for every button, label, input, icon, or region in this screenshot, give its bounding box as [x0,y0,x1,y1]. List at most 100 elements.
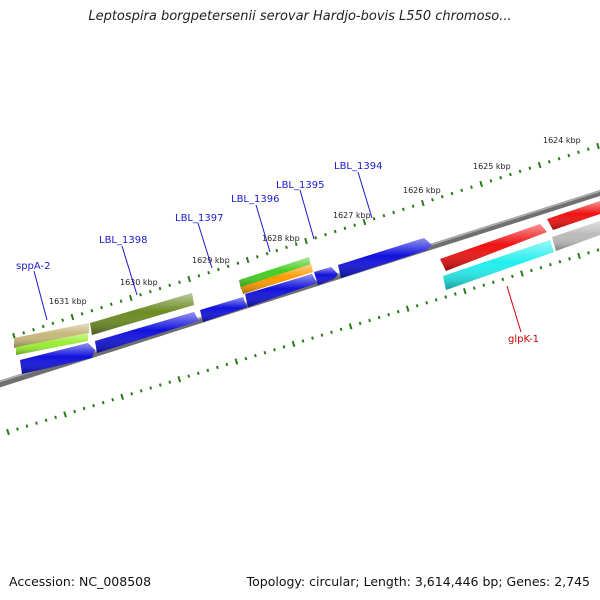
tick-label-1624: 1624 kbp [543,136,581,145]
minor-tick [101,400,105,405]
minor-tick [472,286,476,290]
gene-label-glpK-1: glpK-1 [508,334,539,345]
minor-tick [343,226,347,231]
minor-tick [587,251,590,255]
blue-genes [20,238,432,374]
minor-tick [109,302,113,307]
minor-tick [285,245,288,250]
minor-tick [377,315,381,320]
major-tick [420,199,425,207]
minor-tick [54,415,57,420]
minor-tick [282,345,286,349]
minor-tick [244,356,248,361]
minor-tick [368,318,371,323]
minor-tick [577,150,580,155]
gene-labels: sppA-2 LBL_1398 LBL_1397 LBL_1396 LBL_13… [16,161,539,345]
minor-tick [358,321,362,326]
major-tick [234,358,239,365]
minor-tick [275,248,279,253]
minor-tick [35,421,38,425]
right-genes [440,201,600,290]
minor-tick [100,305,103,310]
backbone [0,190,600,388]
minor-tick [217,267,220,272]
minor-tick [431,198,434,202]
minor-tick [225,362,229,367]
major-tick [577,252,581,260]
major-tick [128,294,133,302]
minor-tick [382,213,386,218]
minor-tick [567,153,571,158]
major-tick [245,256,250,264]
minor-tick [80,312,84,316]
minor-tick [425,301,429,305]
minor-tick [254,353,257,358]
minor-tick [396,309,400,314]
minor-tick [25,424,29,428]
minor-tick [301,339,305,343]
minor-tick [549,262,552,267]
minor-tick [216,365,219,370]
minor-tick [415,304,419,308]
minor-tick [187,374,191,378]
minor-tick [92,403,95,408]
minor-tick [518,169,522,174]
minor-tick [111,397,115,402]
major-tick [348,323,353,330]
minor-tick [16,427,19,431]
gene-label-sppA-2: sppA-2 [16,261,51,272]
minor-tick [539,265,543,270]
major-tick [462,287,467,295]
map-title: Leptospira borgpetersenii serovar Hardjo… [88,9,512,24]
major-tick [520,270,524,277]
minor-tick [139,293,142,297]
minor-tick [353,223,357,227]
minor-tick [453,292,457,296]
minor-tick [90,308,94,313]
minor-tick [273,348,276,352]
minor-tick [236,261,240,265]
major-tick [596,142,600,150]
minor-tick [444,295,448,299]
minor-tick [392,210,395,215]
tick-label-1631: 1631 kbp [49,297,87,306]
minor-tick [197,274,201,278]
minor-tick [255,255,259,259]
tick-labels: 1624 kbp 1625 kbp 1626 kbp 1627 kbp 1628… [49,136,581,306]
major-tick [362,218,367,226]
minor-tick [558,259,562,264]
minor-tick [158,286,162,291]
major-tick [187,275,192,283]
minor-tick [82,406,86,411]
minor-tick [411,204,415,208]
minor-tick [207,270,211,275]
minor-tick [499,175,503,180]
gene-label-lbl-1398: LBL_1398 [99,235,147,246]
minor-tick [557,156,561,161]
genome-stats-text: Topology: circular; Length: 3,614,446 bp… [246,574,590,589]
minor-tick [51,321,55,326]
minor-tick [294,242,298,246]
gene-label-lbl-1396: LBL_1396 [231,194,279,205]
inner-tick-ring [6,248,600,436]
minor-tick [511,274,514,279]
minor-tick [470,185,473,189]
tick-label-1628: 1628 kbp [262,234,300,243]
minor-tick [139,389,143,393]
minor-tick [311,336,314,340]
major-tick [537,161,542,169]
minor-tick [401,207,405,212]
label-lines [33,171,522,333]
major-tick [12,332,16,340]
minor-tick [324,232,327,237]
tick-label-1629: 1629 kbp [192,256,230,265]
minor-tick [206,368,210,373]
minor-tick [460,188,464,193]
minor-tick [387,312,390,317]
minor-tick [440,194,444,199]
minor-tick [119,299,123,303]
minor-tick [130,392,134,396]
minor-tick [482,283,486,287]
minor-tick [32,327,35,332]
